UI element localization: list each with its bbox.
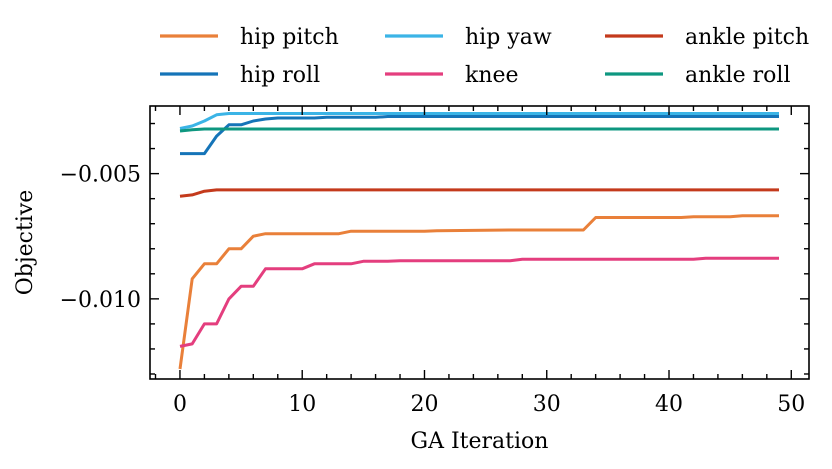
plot-frame [149,105,810,380]
y-tick-label: −0.010 [60,288,141,313]
x-tick-label: 0 [173,392,187,417]
x-tick-label: 30 [533,392,561,417]
series-line-ankle-roll [179,127,779,133]
series-line-knee [179,256,779,348]
x-tick-label: 50 [777,392,805,417]
legend-label-ankle-pitch: ankle pitch [685,25,809,50]
ticks-layer: 0 10 20 30 40 50 −0.005 −0.010 [60,106,809,417]
legend-label-hip-pitch: hip pitch [240,25,339,50]
legend-label-hip-roll: hip roll [240,63,320,88]
series-line-ankle-pitch [179,188,779,198]
x-tick-label: 20 [410,392,438,417]
legend: hip pitch hip roll hip yaw knee ankle pitch a… [160,25,809,88]
series-line-hip-yaw [179,112,779,130]
series-layer [178,112,779,370]
y-tick-label: −0.005 [60,163,141,188]
legend-label-hip-yaw: hip yaw [465,25,552,50]
legend-label-knee: knee [465,63,519,88]
series-line-hip-roll [180,115,779,156]
x-tick-label: 40 [655,392,683,417]
legend-label-ankle-roll: ankle roll [685,63,791,88]
y-axis-title: Objective [13,190,38,296]
x-tick-label: 10 [288,392,316,417]
x-axis-title: GA Iteration [411,429,549,454]
series-line-hip-pitch [178,214,779,370]
